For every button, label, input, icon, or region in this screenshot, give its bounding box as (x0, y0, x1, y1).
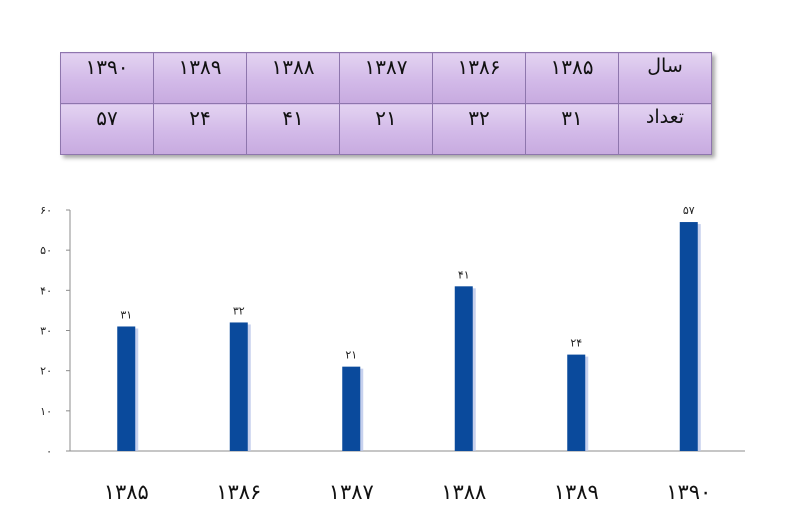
bar-2 (229, 322, 248, 451)
table-row-count: ۵۷ ۲۴ ۴۱ ۲۱ ۳۲ ۳۱ تعداد (60, 103, 712, 155)
y-tick-label: ۰ (46, 445, 52, 458)
x-tick-label: ۱۳۸۸ (441, 480, 486, 504)
x-tick-label: ۱۳۸۶ (216, 480, 261, 504)
bar-3 (342, 366, 361, 451)
x-tick-label: ۱۳۹۰ (666, 480, 711, 504)
bar-1 (117, 326, 136, 451)
bar-5 (567, 354, 586, 451)
cell-count-1389: ۲۴ (153, 103, 247, 155)
data-table: ۱۳۹۰ ۱۳۸۹ ۱۳۸۸ ۱۳۸۷ ۱۳۸۶ ۱۳۸۵ سال ۵۷ ۲۴ … (60, 52, 712, 155)
data-label: ۴۱ (458, 268, 470, 281)
bar-4 (454, 286, 473, 451)
y-tick-label: ۱۰ (40, 405, 52, 418)
cell-year-1389: ۱۳۸۹ (153, 52, 247, 104)
bar-chart: ۰ ۱۰ ۲۰ ۳۰ ۴۰ ۵۰ ۶۰ ۳۱ ۱۳۸۵ ۳۲ ۱۳۸۶ ۲۱ ۱۳۸۷ ۴۱ ۱۳۸۸ ۲۴ ۱… (40, 204, 745, 504)
data-label: ۲۱ (345, 349, 357, 362)
cell-year-1388: ۱۳۸۸ (246, 52, 340, 104)
y-tick-label: ۵۰ (40, 244, 52, 257)
x-tick-label: ۱۳۸۷ (329, 480, 374, 504)
cell-year-1385: ۱۳۸۵ (525, 52, 619, 104)
y-tick-label: ۳۰ (40, 325, 52, 338)
row-label-year: سال (618, 52, 712, 104)
data-label: ۳۱ (120, 308, 132, 321)
data-label: ۳۲ (233, 304, 245, 317)
bar-6 (679, 222, 698, 451)
cell-count-1386: ۳۲ (432, 103, 526, 155)
cell-count-1385: ۳۱ (525, 103, 619, 155)
x-tick-label: ۱۳۸۹ (554, 480, 599, 504)
cell-year-1387: ۱۳۸۷ (339, 52, 433, 104)
cell-count-1387: ۲۱ (339, 103, 433, 155)
data-label: ۵۷ (683, 204, 695, 217)
y-tick-label: ۴۰ (40, 284, 52, 297)
cell-year-1386: ۱۳۸۶ (432, 52, 526, 104)
table-row-year: ۱۳۹۰ ۱۳۸۹ ۱۳۸۸ ۱۳۸۷ ۱۳۸۶ ۱۳۸۵ سال (60, 52, 712, 104)
row-label-count: تعداد (618, 103, 712, 155)
cell-count-1388: ۴۱ (246, 103, 340, 155)
y-tick-label: ۶۰ (40, 204, 52, 217)
y-tick-label: ۲۰ (40, 365, 52, 378)
cell-year-1390: ۱۳۹۰ (60, 52, 154, 104)
cell-count-1390: ۵۷ (60, 103, 154, 155)
data-label: ۲۴ (570, 337, 582, 350)
x-tick-label: ۱۳۸۵ (104, 480, 149, 504)
